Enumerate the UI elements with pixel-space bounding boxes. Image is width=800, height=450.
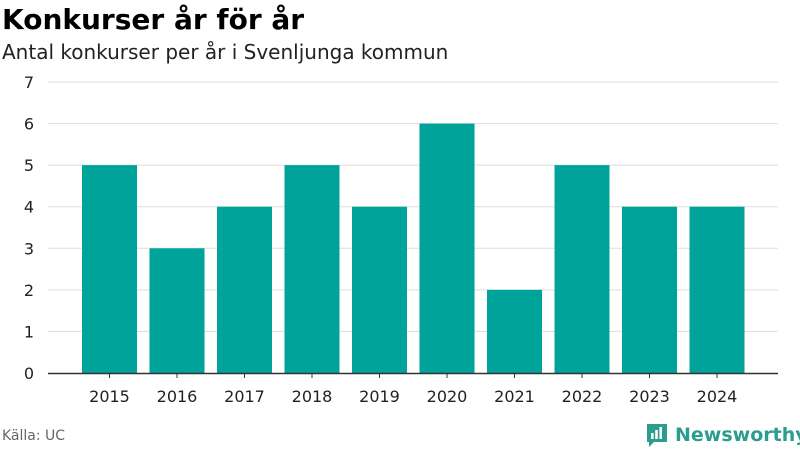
- tick-labels: 0 1 2 3 4 5 6 7 2015 2016 2017 2018 2019 2020 2021 2022…: [24, 73, 738, 406]
- bar-2018: [284, 165, 340, 373]
- x-tick-label: 2017: [224, 387, 265, 406]
- y-tick-label: 2: [24, 281, 34, 300]
- bar-2015: [82, 165, 137, 373]
- x-tick-label: 2024: [697, 387, 738, 406]
- x-tick-label: 2021: [494, 387, 535, 406]
- x-tick-label: 2019: [359, 387, 400, 406]
- bar-2019: [352, 206, 407, 373]
- bar-chart-speech-bubble-icon: [647, 424, 667, 447]
- bar-2022: [554, 165, 610, 373]
- axes: [48, 372, 778, 378]
- y-tick-label: 1: [24, 322, 34, 341]
- y-tick-label: 4: [24, 198, 34, 217]
- bar-2024: [689, 206, 745, 373]
- brand-logo: Newsworthy: [645, 420, 800, 450]
- bar-2016: [149, 248, 205, 373]
- y-tick-label: 5: [24, 156, 34, 175]
- brand-name: Newsworthy: [675, 424, 800, 446]
- bar-2020: [419, 123, 475, 373]
- bar-2023: [622, 206, 677, 373]
- chart-title: Konkurser år för år: [2, 3, 305, 36]
- bar-2021: [487, 289, 542, 373]
- x-tick-label: 2018: [292, 387, 333, 406]
- chart-subtitle: Antal konkurser per år i Svenljunga komm…: [2, 40, 449, 64]
- x-tick-label: 2020: [427, 387, 468, 406]
- x-tick-label: 2023: [629, 387, 670, 406]
- bar-2017: [217, 206, 272, 373]
- x-tick-label: 2015: [89, 387, 130, 406]
- y-tick-label: 3: [24, 239, 34, 258]
- y-tick-label: 0: [24, 364, 34, 383]
- y-tick-label: 7: [24, 73, 34, 92]
- source-note: Källa: UC: [2, 428, 66, 444]
- x-tick-label: 2016: [157, 387, 198, 406]
- bars: [82, 123, 745, 373]
- y-tick-label: 6: [24, 115, 34, 134]
- x-tick-label: 2022: [562, 387, 603, 406]
